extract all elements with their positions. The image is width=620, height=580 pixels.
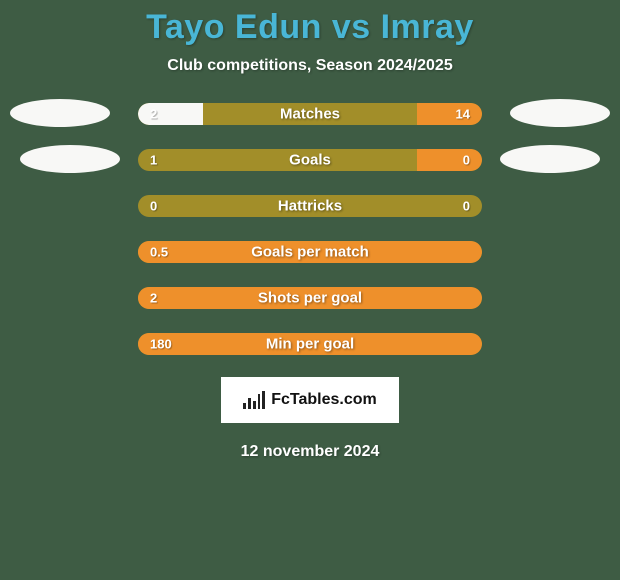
stat-bar-row: Shots per goal 2 xyxy=(0,287,620,309)
bar-chart-icon xyxy=(243,391,265,409)
stat-left-value: 1 xyxy=(150,153,157,168)
stat-left-value: 180 xyxy=(150,337,172,352)
brand-name: FcTables.com xyxy=(271,391,377,409)
stat-label: Goals per match xyxy=(251,244,369,261)
stat-right-value: 0 xyxy=(463,153,470,168)
stat-label: Matches xyxy=(280,106,340,123)
stat-bar-row: Goals 1 0 xyxy=(0,149,620,171)
stat-label: Hattricks xyxy=(278,198,342,215)
comparison-infographic: Tayo Edun vs Imray Club competitions, Se… xyxy=(0,0,620,580)
stat-bar-row: Matches 2 14 xyxy=(0,103,620,125)
stat-left-value: 0 xyxy=(150,199,157,214)
stat-right-value: 14 xyxy=(456,107,470,122)
subtitle: Club competitions, Season 2024/2025 xyxy=(167,57,452,75)
publish-date: 12 november 2024 xyxy=(241,443,380,461)
stats-bars: Matches 2 14 Goals 1 0 Hattricks 0 0 Goals per ma… xyxy=(0,103,620,355)
stat-bar-right-fill xyxy=(417,149,482,171)
stat-bar-row: Min per goal 180 xyxy=(0,333,620,355)
stat-label: Goals xyxy=(289,152,331,169)
brand-badge: FcTables.com xyxy=(221,377,399,423)
stat-bar-left-fill xyxy=(138,103,203,125)
stat-bar-row: Goals per match 0.5 xyxy=(0,241,620,263)
stat-bar-track: Shots per goal 2 xyxy=(138,287,482,309)
stat-bar-right-fill xyxy=(417,103,482,125)
stat-bar-track: Matches 2 14 xyxy=(138,103,482,125)
stat-bar-track: Hattricks 0 0 xyxy=(138,195,482,217)
stat-left-value: 2 xyxy=(150,291,157,306)
stat-left-value: 2 xyxy=(150,107,157,122)
stat-left-value: 0.5 xyxy=(150,245,168,260)
stat-bar-row: Hattricks 0 0 xyxy=(0,195,620,217)
stat-bar-track: Goals per match 0.5 xyxy=(138,241,482,263)
stat-label: Shots per goal xyxy=(258,290,362,307)
stat-bar-track: Goals 1 0 xyxy=(138,149,482,171)
stat-label: Min per goal xyxy=(266,336,354,353)
stat-right-value: 0 xyxy=(463,199,470,214)
stat-bar-track: Min per goal 180 xyxy=(138,333,482,355)
page-title: Tayo Edun vs Imray xyxy=(146,8,474,47)
